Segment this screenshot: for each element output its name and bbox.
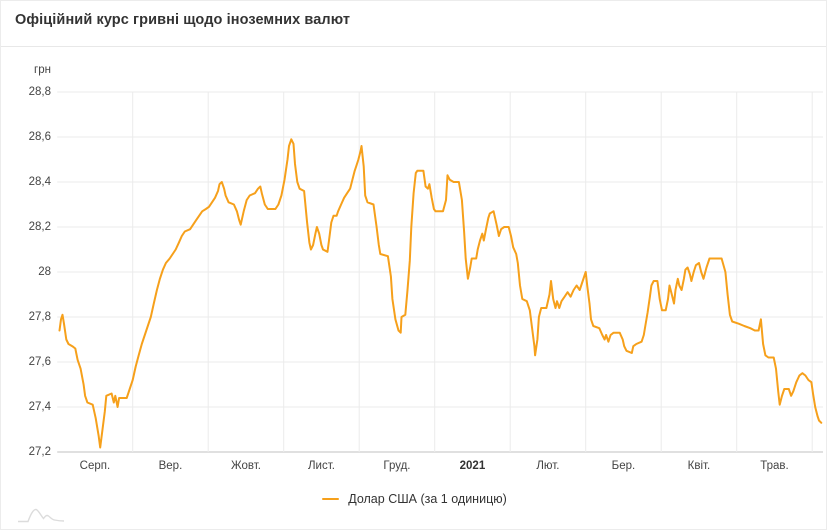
y-tick-label: 28,2	[28, 220, 51, 233]
x-tick-label: Бер.	[611, 460, 636, 472]
x-tick-label: Трав.	[760, 460, 789, 472]
x-tick-label: Серп.	[79, 460, 111, 472]
chart-title: Офіційний курс гривні щодо іноземних вал…	[15, 12, 351, 28]
x-tick-label: Груд.	[383, 460, 411, 472]
legend-item-usd[interactable]: Долар США (за 1 одиницю)	[322, 492, 507, 506]
usd-series-line[interactable]	[58, 138, 823, 449]
y-axis-unit-label: грн	[34, 64, 51, 76]
y-tick-label: 27,8	[28, 310, 51, 323]
legend: Долар США (за 1 одиницю)	[1, 489, 826, 509]
y-tick-label: 27,4	[28, 400, 51, 413]
y-tick-label: 28,8	[28, 85, 51, 98]
x-tick-label: 2021	[459, 460, 486, 472]
y-tick-label: 27,6	[28, 355, 51, 368]
x-tick-label: Квіт.	[687, 460, 711, 472]
legend-line-marker	[322, 498, 340, 500]
x-tick-label: Вер.	[158, 460, 183, 472]
x-tick-label: Лют.	[536, 460, 560, 472]
x-tick-label: Лист.	[307, 460, 335, 472]
legend-label: Долар США (за 1 одиницю)	[348, 492, 507, 506]
title-divider	[1, 46, 826, 47]
y-tick-label: 28,6	[28, 130, 51, 143]
y-tick-label: 28,4	[28, 175, 51, 188]
x-tick-label: Жовт.	[230, 460, 261, 472]
y-tick-label: 27,2	[28, 445, 51, 458]
amcharts-watermark-icon[interactable]	[17, 505, 67, 525]
y-tick-label: 28	[38, 265, 51, 278]
